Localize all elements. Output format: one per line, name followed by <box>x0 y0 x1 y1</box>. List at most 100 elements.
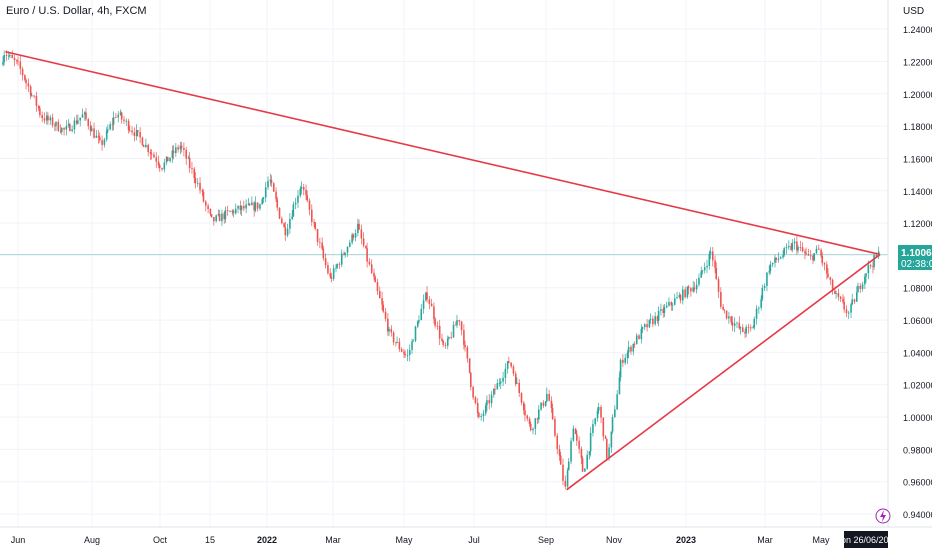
candle-body <box>842 298 844 302</box>
candle-body <box>327 265 329 274</box>
candle-body <box>622 359 624 363</box>
candle-body <box>728 316 730 319</box>
candle-body <box>234 208 237 214</box>
candle-body <box>365 245 367 249</box>
candle-body <box>262 197 265 200</box>
candle-body <box>551 408 554 420</box>
candle-body <box>84 112 86 115</box>
candle-body <box>554 419 556 436</box>
candle-body <box>87 119 90 127</box>
candle-body <box>340 253 343 265</box>
candle-body <box>856 292 858 302</box>
candle-body <box>145 144 147 148</box>
candle-body <box>81 114 84 118</box>
candle-body <box>834 291 836 294</box>
candle-body <box>711 251 714 261</box>
candle-body <box>498 383 501 384</box>
candle-body <box>580 448 583 459</box>
candle-body <box>24 75 26 80</box>
candle-body <box>624 357 627 363</box>
candle-body <box>349 242 351 247</box>
candle-body <box>27 83 30 87</box>
time-tick-label: Sep <box>538 535 554 545</box>
candle-body <box>97 135 100 138</box>
candle-body <box>775 257 777 260</box>
candle-body <box>119 112 122 115</box>
candle-body <box>444 344 447 346</box>
candle-body <box>766 272 768 286</box>
candle-body <box>127 120 130 131</box>
candle-body <box>703 267 706 271</box>
candle-body <box>744 332 746 334</box>
candle-body <box>69 124 71 132</box>
candle-body <box>187 157 190 159</box>
candle-body <box>267 180 269 188</box>
candle-body <box>107 129 109 131</box>
candle-body <box>654 316 656 325</box>
candle-body <box>163 162 166 170</box>
grid-lines <box>0 0 888 527</box>
candle-body <box>321 242 323 249</box>
lightning-icon[interactable] <box>875 508 891 524</box>
candle-body <box>496 383 499 390</box>
candle-body <box>753 318 756 328</box>
candle-body <box>668 302 670 306</box>
candle-body <box>254 202 257 211</box>
price-tick-label: 1.14000 <box>903 187 932 197</box>
candle-body <box>564 480 567 487</box>
time-axis[interactable]: Jun Aug Oct 15 2022 Mar May Jul Sep Nov 2023 Mar May <box>11 535 830 545</box>
candle-body <box>357 223 359 234</box>
candle-body <box>373 272 375 277</box>
candle-body <box>526 415 529 419</box>
candle-body <box>484 405 487 414</box>
candle-body <box>516 382 518 384</box>
candle-body <box>785 247 788 249</box>
candle-body <box>199 182 201 191</box>
candle-body <box>306 195 308 201</box>
candle-body <box>133 132 136 137</box>
candle-body <box>77 120 79 124</box>
candle-body <box>378 291 381 299</box>
candle-body <box>272 183 275 192</box>
candle-body <box>779 257 782 259</box>
candle-body <box>276 199 279 208</box>
candle-body <box>37 105 40 109</box>
candle-body <box>755 308 758 319</box>
candle-body <box>801 247 804 252</box>
candle-body <box>344 252 347 255</box>
price-axis[interactable]: 1.24000 1.22000 1.20000 1.18000 1.16000 1.140… <box>903 25 932 520</box>
candle-body <box>21 68 24 76</box>
candle-body <box>237 205 239 209</box>
candle-body <box>532 428 534 431</box>
candle-body <box>524 410 526 416</box>
candle-body <box>289 219 291 229</box>
candle-body <box>761 287 764 300</box>
candle-body <box>592 424 594 433</box>
candle-body <box>404 353 406 356</box>
candle-body <box>270 179 273 184</box>
candle-body <box>632 343 635 352</box>
candle-body <box>448 337 450 339</box>
candle-body <box>518 382 520 393</box>
candle-body <box>760 299 762 308</box>
candle-body <box>723 309 726 311</box>
candle-body <box>679 295 682 301</box>
candle-body <box>13 57 16 61</box>
candle-body <box>537 409 540 420</box>
candle-body <box>5 55 8 56</box>
candle-body <box>597 406 600 411</box>
candle-body <box>204 201 207 206</box>
price-tick-label: 1.08000 <box>903 284 932 294</box>
candle-body <box>605 438 608 459</box>
candle-body <box>648 319 651 328</box>
last-price-badge <box>898 245 932 270</box>
candle-body <box>430 303 433 307</box>
candle-body <box>796 241 798 251</box>
price-tick-label: 1.18000 <box>903 122 932 132</box>
trendlines <box>5 50 881 491</box>
currency-label: USD <box>903 6 924 17</box>
candle-body <box>850 304 852 313</box>
candle-body <box>576 434 578 441</box>
